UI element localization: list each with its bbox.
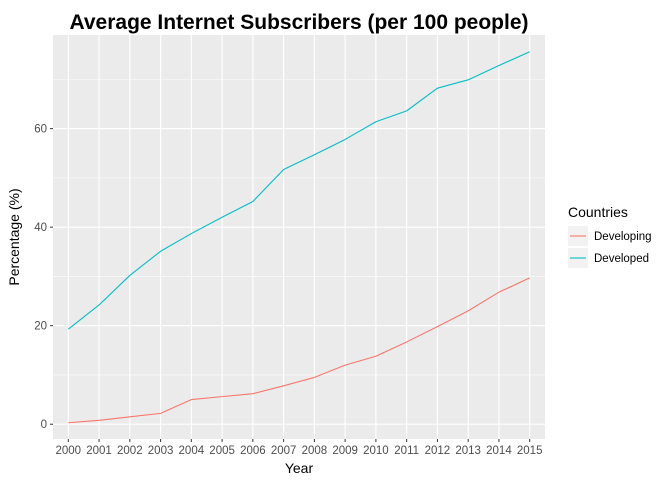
x-tick-label: 2012	[425, 445, 451, 457]
y-tick-label: 40	[34, 222, 47, 234]
axis-ticks: 0 20 40 60 2000 2001 2002 2003 2004 2005 2006 2007 2…	[34, 124, 542, 457]
series-line-developed	[67, 51, 530, 330]
x-tick-label: 2015	[517, 445, 543, 457]
x-tick-label: 2011	[394, 445, 419, 457]
legend: Countries Developing Developed	[568, 204, 652, 268]
series-line-developing	[68, 277, 530, 424]
x-tick-label: 2009	[332, 445, 358, 457]
x-tick-label: 2014	[486, 445, 512, 457]
x-tick-label: 2003	[148, 445, 174, 457]
series-lines	[67, 51, 530, 424]
legend-label-developing: Developing	[594, 231, 652, 243]
x-tick-label: 2013	[455, 445, 481, 457]
x-axis-title: Year	[285, 460, 314, 476]
x-tick-label: 2006	[240, 445, 266, 457]
x-tick-label: 2007	[271, 445, 297, 457]
x-tick-label: 2000	[56, 445, 82, 457]
x-tick-label: 2004	[179, 445, 205, 457]
x-tick-label: 2010	[363, 445, 389, 457]
x-tick-label: 2005	[209, 445, 235, 457]
plot-panel	[53, 35, 545, 439]
y-tick-label: 20	[34, 321, 47, 333]
y-axis-title: Percentage (%)	[6, 188, 22, 285]
y-tick-label: 0	[41, 419, 47, 431]
y-tick-label: 60	[34, 124, 47, 136]
grid-lines	[53, 35, 545, 439]
legend-label-developed: Developed	[594, 253, 649, 265]
legend-items: Developing Developed	[568, 226, 652, 268]
x-tick-label: 2008	[302, 445, 328, 457]
x-tick-label: 2002	[117, 445, 143, 457]
x-tick-label: 2001	[86, 445, 112, 457]
legend-title: Countries	[568, 204, 628, 220]
chart-title: Average Internet Subscribers (per 100 pe…	[69, 11, 528, 34]
